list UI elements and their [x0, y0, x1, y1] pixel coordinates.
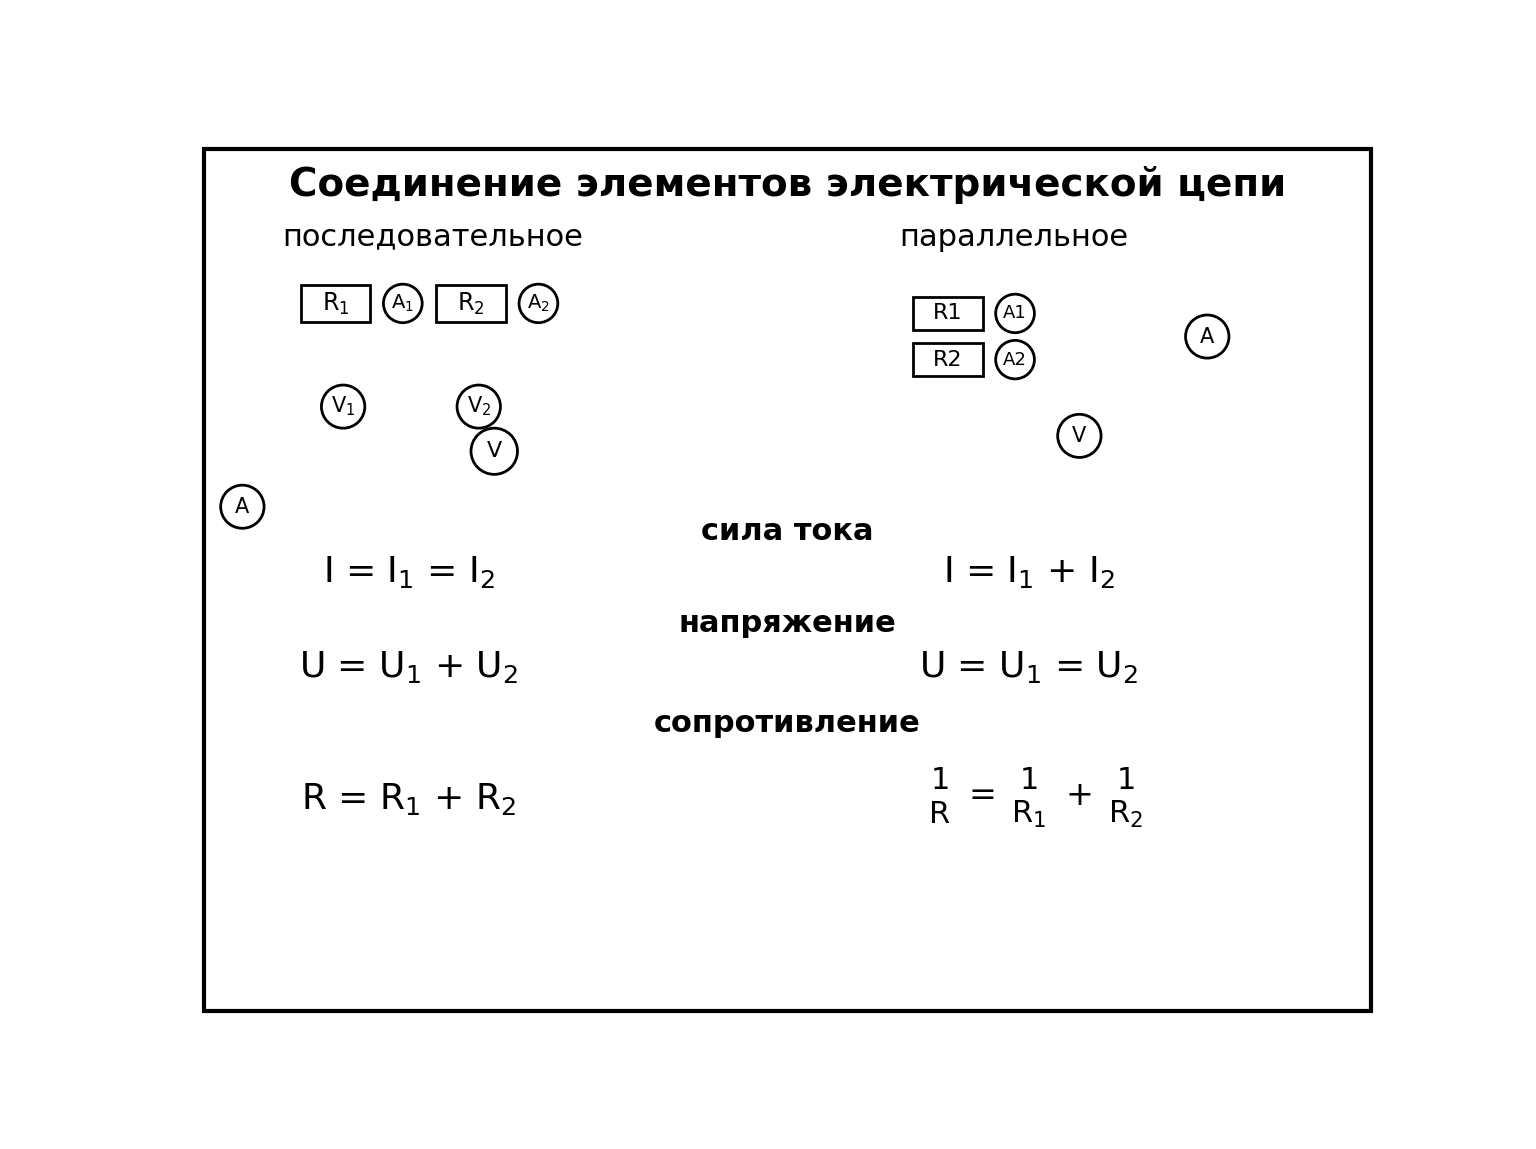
Text: R$_1$: R$_1$ — [1011, 800, 1046, 831]
Text: R2: R2 — [932, 349, 963, 370]
Circle shape — [221, 485, 264, 529]
FancyBboxPatch shape — [204, 149, 1370, 1011]
FancyBboxPatch shape — [912, 298, 983, 330]
FancyBboxPatch shape — [912, 344, 983, 376]
Text: V: V — [487, 441, 502, 461]
Circle shape — [995, 340, 1034, 379]
Text: сила тока: сила тока — [700, 517, 874, 546]
Circle shape — [1186, 315, 1229, 358]
Text: сопротивление: сопротивление — [654, 709, 920, 739]
Circle shape — [519, 284, 558, 323]
Text: последовательное: последовательное — [281, 223, 582, 252]
Text: R$_2$: R$_2$ — [458, 291, 485, 316]
Text: 1: 1 — [931, 765, 949, 795]
Text: 1: 1 — [1020, 765, 1038, 795]
Circle shape — [1058, 415, 1101, 457]
Text: =: = — [969, 779, 997, 812]
Text: V: V — [1072, 426, 1086, 446]
Text: параллельное: параллельное — [899, 223, 1127, 252]
Text: напряжение: напряжение — [679, 609, 895, 638]
Text: +: + — [1066, 779, 1094, 812]
Text: R1: R1 — [932, 303, 963, 323]
Text: A2: A2 — [1003, 350, 1028, 369]
FancyBboxPatch shape — [301, 285, 370, 322]
Text: V$_2$: V$_2$ — [467, 395, 492, 418]
Text: A$_2$: A$_2$ — [527, 293, 550, 314]
Text: A: A — [1200, 326, 1215, 347]
Text: U = U$_1$ + U$_2$: U = U$_1$ + U$_2$ — [300, 649, 519, 685]
Text: R: R — [929, 800, 951, 830]
Text: Соединение элементов электрической цепи: Соединение элементов электрической цепи — [289, 165, 1286, 203]
Circle shape — [321, 385, 366, 429]
Text: R$_1$: R$_1$ — [321, 291, 349, 316]
Circle shape — [458, 385, 501, 429]
Text: I = I$_1$ + I$_2$: I = I$_1$ + I$_2$ — [943, 554, 1115, 591]
Circle shape — [472, 429, 518, 475]
Text: R$_2$: R$_2$ — [1109, 800, 1143, 831]
Circle shape — [995, 294, 1034, 333]
Text: A$_1$: A$_1$ — [392, 293, 415, 314]
Circle shape — [384, 284, 422, 323]
Text: U = U$_1$ = U$_2$: U = U$_1$ = U$_2$ — [920, 649, 1138, 685]
Text: 1: 1 — [1117, 765, 1135, 795]
Text: I = I$_1$ = I$_2$: I = I$_1$ = I$_2$ — [323, 554, 495, 591]
Text: A1: A1 — [1003, 304, 1028, 323]
Text: R = R$_1$ + R$_2$: R = R$_1$ + R$_2$ — [301, 781, 516, 817]
FancyBboxPatch shape — [436, 285, 505, 322]
Text: V$_1$: V$_1$ — [330, 395, 355, 418]
Text: A: A — [235, 496, 249, 517]
